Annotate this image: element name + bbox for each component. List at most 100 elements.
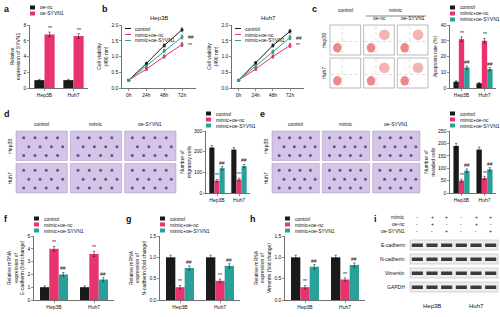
svg-text:oe-SYVN1: oe-SYVN1 — [401, 15, 425, 21]
svg-text:GAPDH: GAPDH — [387, 284, 405, 290]
svg-text:Huh7: Huh7 — [321, 67, 327, 79]
svg-text:Relative mRNAexpression ofE-ca: Relative mRNAexpression ofE-cadherin (fo… — [6, 240, 25, 295]
svg-text:##: ## — [241, 157, 247, 163]
svg-text:6: 6 — [24, 38, 27, 44]
svg-text:Hep3B: Hep3B — [46, 304, 62, 310]
svg-text:1.5: 1.5 — [111, 38, 118, 44]
svg-text:1.5: 1.5 — [221, 38, 228, 44]
svg-text:Huh7: Huh7 — [479, 197, 491, 203]
svg-text:e: e — [260, 109, 265, 119]
svg-text:-: - — [460, 221, 462, 227]
svg-text:200: 200 — [194, 148, 203, 154]
svg-text:control: control — [245, 26, 260, 32]
svg-text:control: control — [288, 121, 303, 127]
svg-text:oe-SYVN1: oe-SYVN1 — [138, 121, 162, 127]
svg-text:0: 0 — [444, 190, 447, 196]
svg-text:0h: 0h — [126, 92, 132, 98]
svg-text:mimic+oe-nc: mimic+oe-nc — [170, 222, 199, 228]
svg-text:mimic: mimic — [339, 121, 353, 127]
svg-text:Huh7: Huh7 — [261, 15, 276, 21]
svg-text:+: + — [475, 214, 478, 220]
svg-text:+: + — [475, 221, 478, 227]
svg-text:1.5: 1.5 — [149, 233, 156, 239]
svg-text:0.5: 0.5 — [149, 275, 156, 281]
svg-text:-: - — [460, 214, 462, 220]
svg-text:0: 0 — [200, 190, 203, 196]
svg-text:**: ** — [343, 271, 347, 277]
svg-text:Hep3B: Hep3B — [209, 197, 225, 203]
svg-text:4: 4 — [28, 246, 31, 252]
svg-text:0: 0 — [444, 85, 447, 91]
svg-text:control: control — [295, 216, 310, 222]
svg-text:**: ** — [178, 278, 182, 284]
svg-text:20: 20 — [441, 53, 447, 59]
svg-text:oe-nc: oe-nc — [392, 221, 405, 227]
svg-text:Vimentin: Vimentin — [385, 270, 405, 276]
svg-text:Relativeexpression of SYVN1: Relativeexpression of SYVN1 — [9, 33, 21, 81]
svg-text:72h: 72h — [286, 92, 295, 98]
svg-text:mimic+oe-SYVN1: mimic+oe-SYVN1 — [245, 37, 285, 43]
svg-text:##: ## — [188, 34, 194, 40]
svg-text:oe-SYVN1: oe-SYVN1 — [40, 10, 64, 16]
svg-text:150: 150 — [438, 153, 447, 159]
svg-text:+: + — [445, 228, 448, 234]
svg-text:+: + — [445, 214, 448, 220]
svg-text:mimic+oe-nc: mimic+oe-nc — [295, 222, 324, 228]
svg-text:control: control — [338, 7, 353, 13]
svg-text:N-cadherin: N-cadherin — [380, 256, 405, 262]
svg-text:##: ## — [219, 160, 225, 166]
svg-text:50: 50 — [441, 177, 447, 183]
svg-text:##: ## — [186, 259, 192, 265]
svg-text:300: 300 — [194, 128, 203, 134]
svg-text:0.0: 0.0 — [221, 85, 228, 91]
svg-text:**: ** — [48, 25, 52, 31]
svg-text:-: - — [416, 214, 418, 220]
svg-text:0.5: 0.5 — [274, 275, 281, 281]
svg-text:2.0: 2.0 — [221, 22, 228, 28]
svg-text:**: ** — [92, 244, 96, 250]
svg-text:E-cadherin: E-cadherin — [381, 242, 405, 248]
svg-text:0: 0 — [28, 297, 31, 303]
svg-text:-: - — [416, 228, 418, 234]
svg-text:mimic+oe-SYVN1: mimic+oe-SYVN1 — [170, 228, 210, 234]
svg-text:48h: 48h — [269, 92, 278, 98]
svg-text:Huh7: Huh7 — [479, 92, 491, 98]
svg-text:Huh7: Huh7 — [68, 92, 80, 98]
svg-text:Huh7: Huh7 — [469, 303, 484, 309]
svg-text:Hep3B: Hep3B — [37, 92, 53, 98]
svg-text:1.0: 1.0 — [221, 53, 228, 59]
svg-text:mimic: mimic — [389, 7, 403, 13]
svg-text:oe-nc: oe-nc — [373, 15, 386, 21]
svg-text:24h: 24h — [142, 92, 151, 98]
svg-text:+: + — [489, 214, 492, 220]
svg-text:4: 4 — [24, 53, 27, 59]
svg-text:**: ** — [52, 239, 56, 245]
svg-text:2.0: 2.0 — [111, 22, 118, 28]
svg-text:5: 5 — [28, 233, 31, 239]
svg-text:**: ** — [483, 31, 487, 37]
svg-text:30: 30 — [441, 38, 447, 44]
svg-text:oe-SYVN1: oe-SYVN1 — [381, 228, 405, 234]
svg-text:control: control — [135, 26, 150, 32]
svg-text:mimic+oe-SYVN1: mimic+oe-SYVN1 — [295, 228, 335, 234]
svg-text:Huh7: Huh7 — [233, 197, 245, 203]
svg-text:control: control — [460, 4, 475, 10]
svg-text:##: ## — [60, 265, 66, 271]
svg-text:8: 8 — [24, 22, 27, 28]
svg-text:mimic+oe-nc: mimic+oe-nc — [216, 117, 245, 123]
svg-text:Huh7: Huh7 — [214, 304, 226, 310]
svg-text:d: d — [4, 109, 10, 119]
svg-text:mimic+oe-SYVN1: mimic+oe-SYVN1 — [135, 37, 175, 43]
svg-text:control: control — [44, 216, 59, 222]
svg-text:f: f — [4, 214, 8, 224]
svg-text:mimic+oe-nc: mimic+oe-nc — [135, 32, 164, 38]
svg-text:mimic: mimic — [391, 214, 405, 220]
svg-text:1.0: 1.0 — [274, 254, 281, 260]
svg-text:mimic+oe-nc: mimic+oe-nc — [44, 222, 73, 228]
svg-text:2: 2 — [28, 271, 31, 277]
svg-text:Hep3B: Hep3B — [297, 304, 313, 310]
svg-text:-: - — [490, 221, 492, 227]
svg-text:b: b — [102, 4, 108, 14]
svg-text:a: a — [4, 4, 10, 14]
svg-text:**: ** — [237, 171, 241, 177]
